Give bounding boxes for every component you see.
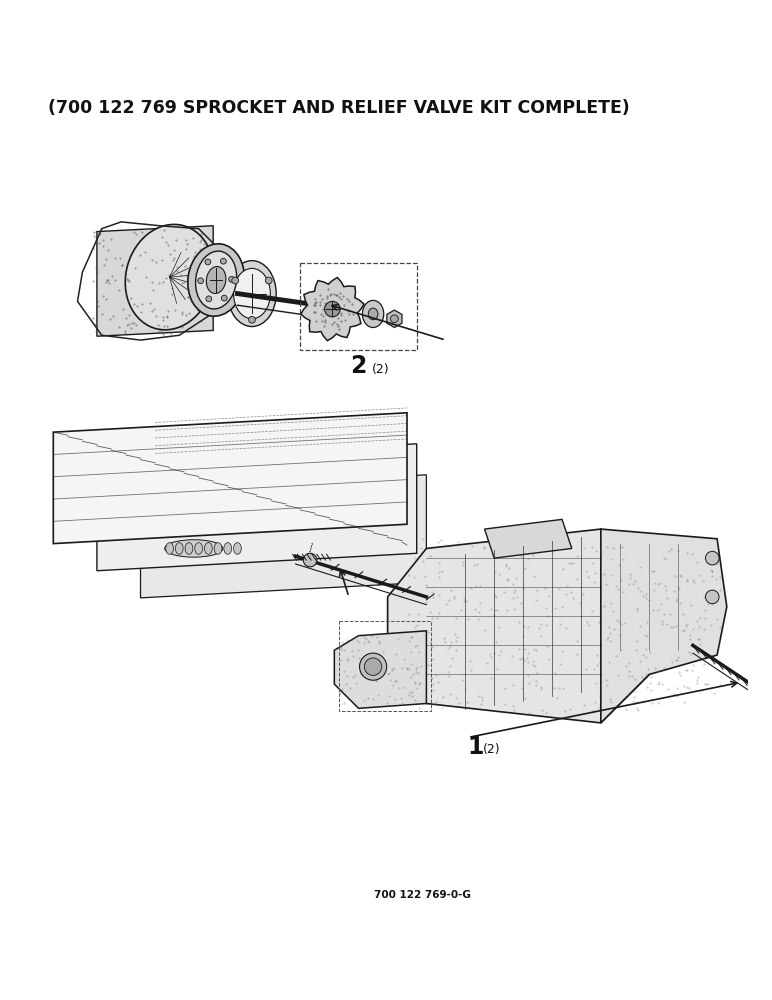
Ellipse shape [166,543,174,554]
Polygon shape [388,529,649,723]
Ellipse shape [364,658,382,675]
Polygon shape [141,475,426,598]
Ellipse shape [303,553,317,567]
Ellipse shape [206,267,226,294]
Ellipse shape [198,278,204,284]
Polygon shape [334,631,426,708]
Ellipse shape [228,261,276,327]
Ellipse shape [249,316,256,323]
Ellipse shape [234,268,270,319]
Polygon shape [53,413,407,544]
Ellipse shape [229,276,235,282]
Polygon shape [97,444,417,571]
Text: j': j' [310,543,315,552]
Ellipse shape [125,224,214,330]
Polygon shape [601,529,726,723]
Text: 2: 2 [350,354,367,378]
Ellipse shape [185,543,193,554]
Polygon shape [301,278,364,341]
Text: (2): (2) [483,743,501,756]
Text: (2): (2) [371,363,389,376]
Ellipse shape [325,301,340,317]
Ellipse shape [175,543,183,554]
Ellipse shape [706,590,719,604]
Ellipse shape [232,277,239,284]
Ellipse shape [751,682,767,698]
Ellipse shape [164,540,223,557]
Ellipse shape [195,543,202,554]
Polygon shape [97,226,213,336]
Ellipse shape [224,543,232,554]
Ellipse shape [221,258,226,264]
Ellipse shape [205,543,212,554]
Ellipse shape [222,295,227,301]
Ellipse shape [362,300,384,328]
Ellipse shape [368,308,378,320]
Ellipse shape [266,277,273,284]
Ellipse shape [206,296,212,302]
Polygon shape [485,519,572,558]
Ellipse shape [360,653,387,680]
Ellipse shape [214,543,222,554]
Ellipse shape [205,259,211,265]
Ellipse shape [188,244,245,316]
Ellipse shape [195,251,237,309]
Ellipse shape [234,543,242,554]
Text: 700 122 769-0-G: 700 122 769-0-G [374,890,471,900]
Text: (700 122 769 SPROCKET AND RELIEF VALVE KIT COMPLETE): (700 122 769 SPROCKET AND RELIEF VALVE K… [49,99,630,117]
Text: 1: 1 [468,735,484,759]
Ellipse shape [706,551,719,565]
Polygon shape [387,310,402,328]
Ellipse shape [391,315,398,323]
